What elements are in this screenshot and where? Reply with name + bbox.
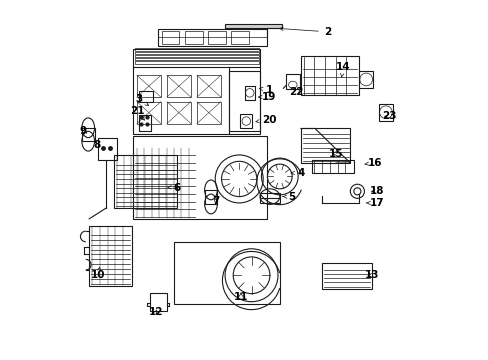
Bar <box>285 74 299 89</box>
Bar <box>208 31 225 44</box>
Bar <box>300 56 358 95</box>
Text: 10: 10 <box>91 267 105 280</box>
Bar <box>135 55 259 57</box>
Text: 3: 3 <box>135 94 148 105</box>
Bar <box>135 58 259 60</box>
Bar <box>133 136 267 219</box>
Text: 12: 12 <box>148 307 163 317</box>
Text: 9: 9 <box>79 126 86 136</box>
Bar <box>139 91 152 102</box>
Bar <box>81 128 94 141</box>
Text: 6: 6 <box>167 183 181 193</box>
Bar <box>240 114 252 128</box>
Bar <box>300 129 349 163</box>
Bar <box>224 24 281 28</box>
Text: 20: 20 <box>255 115 276 125</box>
Text: 5: 5 <box>283 192 295 202</box>
Bar <box>161 31 179 44</box>
Text: 19: 19 <box>258 92 276 102</box>
Text: 13: 13 <box>364 270 379 280</box>
Text: 8: 8 <box>93 140 101 150</box>
Bar <box>114 155 177 208</box>
Bar <box>197 75 221 97</box>
Bar <box>133 49 260 134</box>
Text: 23: 23 <box>381 112 396 121</box>
Bar <box>231 31 248 44</box>
Text: 2: 2 <box>279 27 330 37</box>
Bar <box>166 75 190 97</box>
Bar <box>322 263 371 289</box>
Text: 18: 18 <box>369 186 383 196</box>
Bar <box>260 193 279 203</box>
Bar <box>135 48 259 51</box>
Bar <box>358 71 372 88</box>
Text: 4: 4 <box>290 168 304 178</box>
Text: 7: 7 <box>212 196 220 206</box>
Bar <box>98 138 117 159</box>
Bar <box>137 75 161 97</box>
Text: 22: 22 <box>289 87 304 97</box>
Bar <box>228 71 260 131</box>
Text: 15: 15 <box>328 149 343 158</box>
Bar <box>150 293 166 311</box>
Bar <box>89 226 131 286</box>
Bar <box>378 104 392 121</box>
Bar <box>139 115 150 131</box>
Text: 1: 1 <box>259 85 272 95</box>
Text: 14: 14 <box>335 62 350 78</box>
Text: 11: 11 <box>233 292 248 302</box>
Text: 21: 21 <box>129 106 144 120</box>
Bar <box>244 86 255 100</box>
Bar <box>204 190 217 204</box>
Bar <box>166 102 190 123</box>
Bar <box>174 242 279 304</box>
Text: 16: 16 <box>364 158 382 168</box>
Bar <box>184 31 202 44</box>
Bar <box>197 102 221 123</box>
Text: 17: 17 <box>366 198 384 208</box>
Bar <box>137 102 161 123</box>
Bar <box>311 159 353 173</box>
Bar <box>135 61 259 64</box>
Bar <box>135 51 259 54</box>
Bar <box>158 29 267 46</box>
